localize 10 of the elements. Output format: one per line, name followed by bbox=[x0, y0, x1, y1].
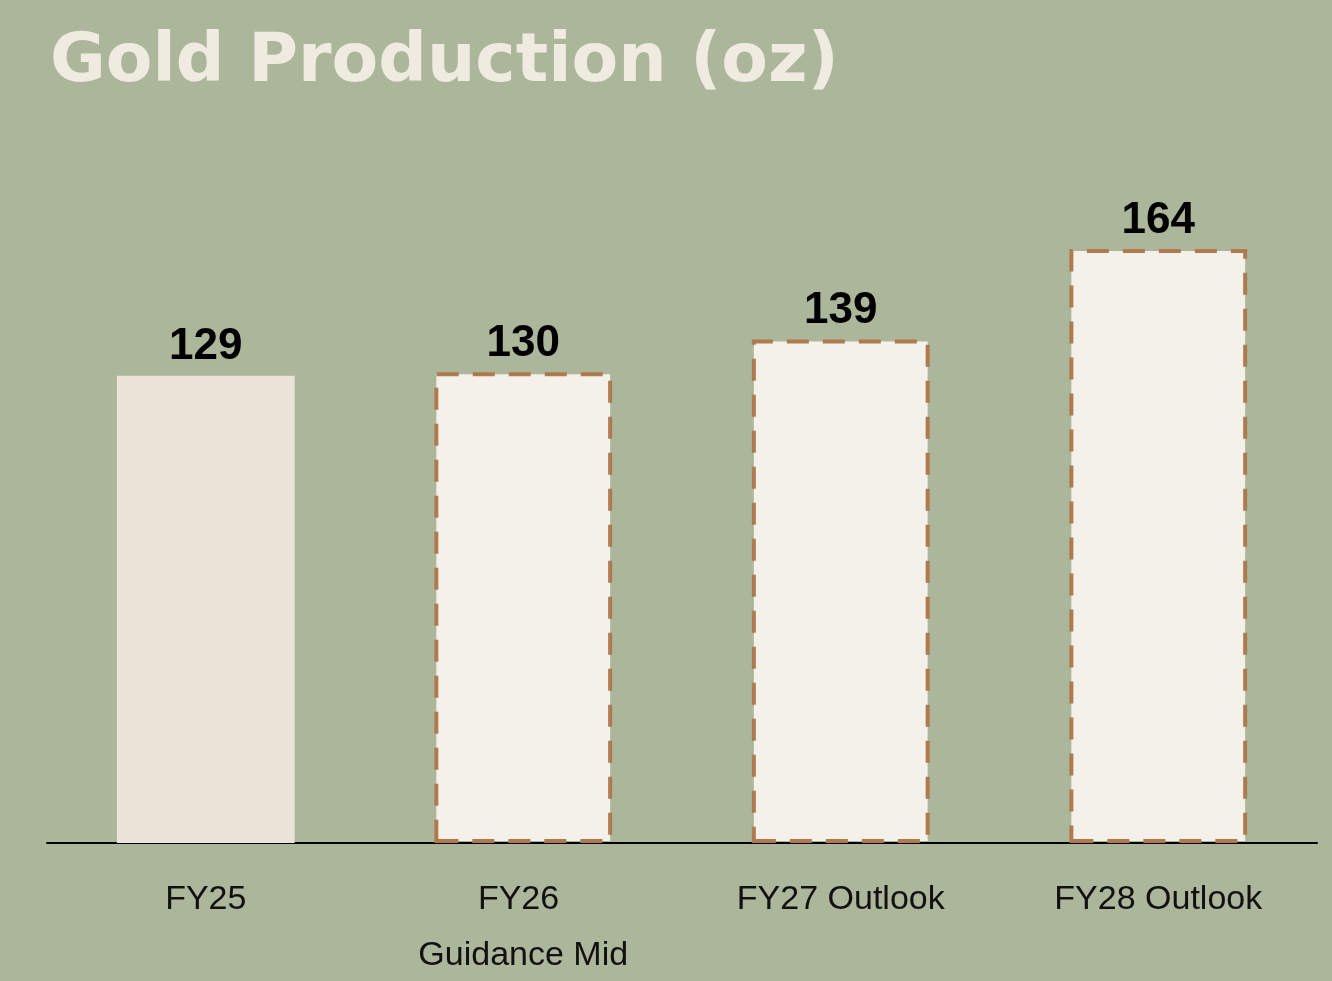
x-tick-label: FY25 bbox=[165, 878, 247, 916]
bar bbox=[116, 375, 295, 843]
data-label: 130 bbox=[486, 315, 560, 365]
x-tick-label: FY26 Guidance Mid bbox=[418, 878, 629, 972]
x-tick-label: FY27 Outlook bbox=[736, 878, 946, 916]
data-label: 129 bbox=[169, 319, 243, 369]
chart-title: Gold Production (oz) bbox=[50, 17, 839, 97]
data-label: 139 bbox=[804, 283, 878, 333]
data-label: 164 bbox=[1121, 192, 1196, 242]
x-tick-label: FY28 Outlook bbox=[1054, 878, 1264, 916]
